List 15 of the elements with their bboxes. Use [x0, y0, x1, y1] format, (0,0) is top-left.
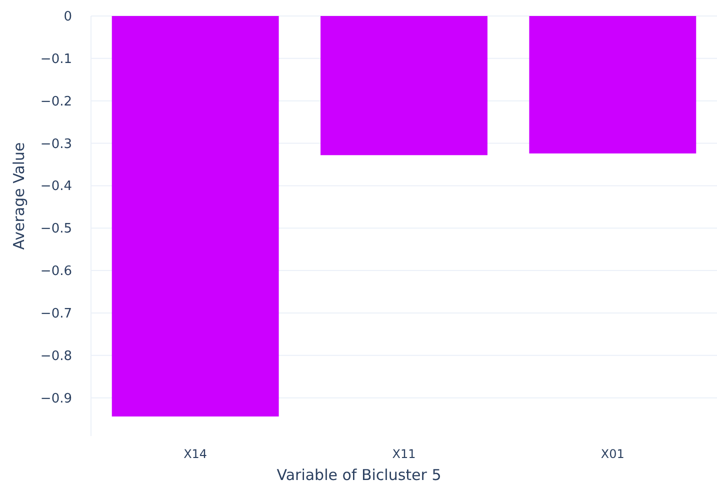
- x-tick-label: X11: [392, 447, 416, 461]
- y-tick-label: −0.7: [40, 306, 72, 322]
- y-tick-label: −0.4: [40, 179, 72, 194]
- y-axis-title: Average Value: [10, 142, 28, 250]
- y-tick-label: −0.6: [40, 264, 72, 280]
- y-tick-label: −0.1: [40, 52, 72, 67]
- x-tick-label: X14: [184, 447, 208, 461]
- y-tick-label: −0.8: [40, 348, 72, 364]
- y-tick-label: −0.5: [40, 222, 72, 237]
- x-tick-label: X01: [600, 447, 624, 461]
- y-tick-label: 0: [64, 10, 72, 25]
- y-tick-label: −0.9: [40, 391, 72, 406]
- x-axis-title: Variable of Bicluster 5: [276, 466, 442, 484]
- y-tick-label: −0.3: [40, 136, 72, 152]
- y-tick-label: −0.2: [40, 94, 72, 110]
